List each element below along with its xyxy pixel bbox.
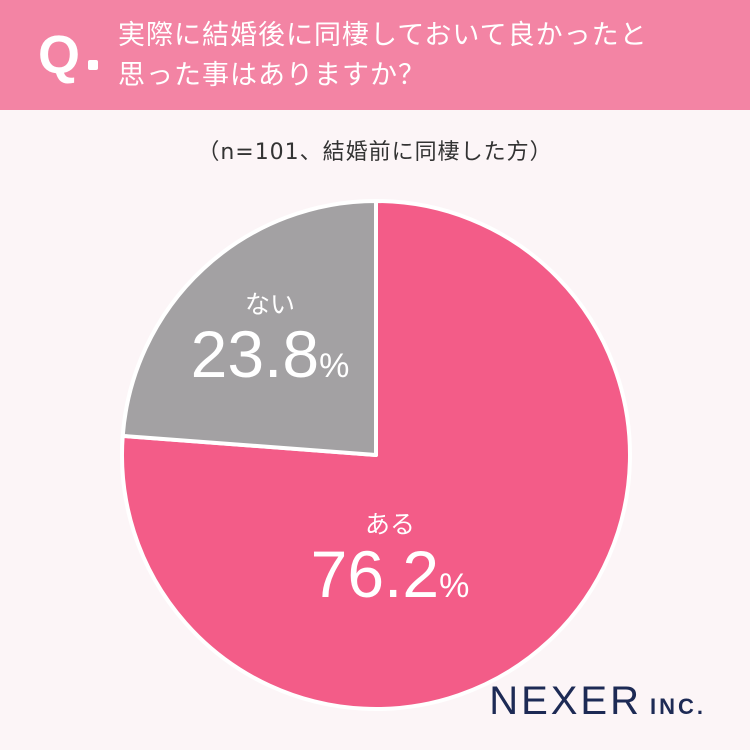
question-line-2: 思った事はありますか？ — [118, 60, 426, 91]
slice-name-aru: ある — [364, 510, 415, 539]
slice-number-aru: 76.2 — [310, 537, 440, 611]
slice-unit-nai: % — [319, 347, 350, 385]
sample-note: （n=101、結婚前に同棲した方） — [197, 140, 553, 165]
slice-value-aru: 76.2% — [300, 541, 480, 607]
logo-suffix: INC. — [650, 694, 706, 719]
q-dot — [88, 60, 98, 70]
nexer-logo: NEXER INC. — [489, 679, 706, 724]
question-header: Q 実際に結婚後に同棲しておいて良かったと 思った事はありますか？ — [0, 0, 750, 110]
question-text: 実際に結婚後に同棲しておいて良かったと 思った事はありますか？ — [118, 16, 728, 96]
pie-slice-1 — [120, 199, 378, 457]
slice-name-nai: ない — [244, 290, 295, 319]
question-line-1: 実際に結婚後に同棲しておいて良かったと — [118, 20, 648, 51]
slice-number-nai: 23.8 — [190, 317, 320, 391]
logo-name: NEXER — [489, 679, 642, 723]
q-mark: Q — [38, 25, 81, 85]
slice-label-nai: ない 23.8% — [175, 285, 365, 387]
slice-label-aru: ある 76.2% — [300, 505, 480, 607]
slice-unit-aru: % — [439, 567, 470, 605]
slice-value-nai: 23.8% — [175, 321, 365, 387]
